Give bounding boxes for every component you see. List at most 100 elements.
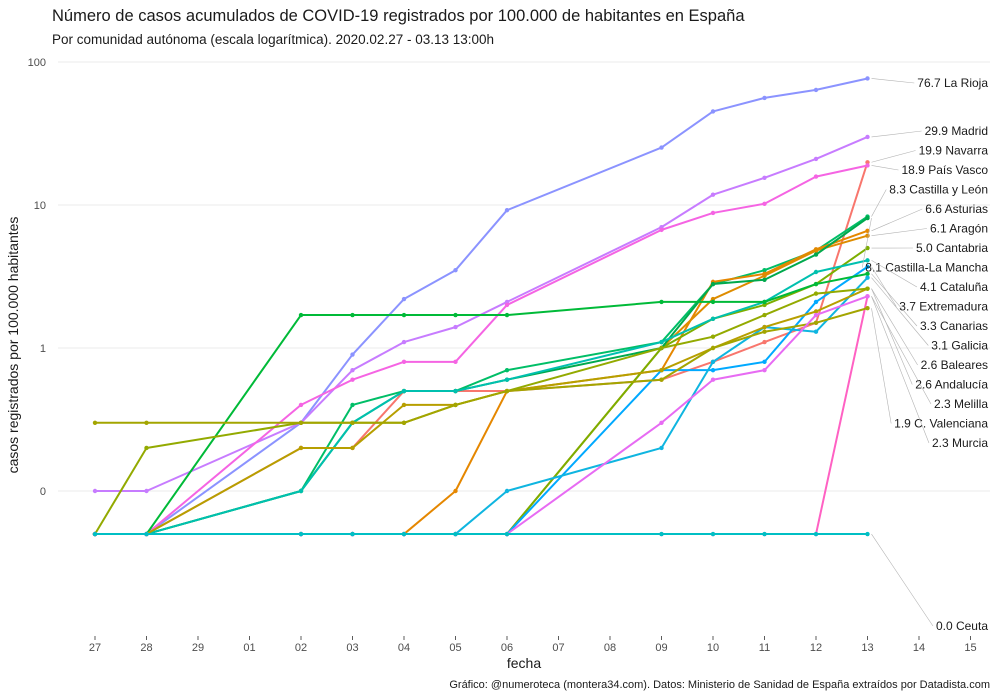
series-line bbox=[95, 164, 868, 536]
data-point bbox=[504, 531, 510, 537]
data-point bbox=[865, 305, 870, 311]
data-point bbox=[710, 316, 716, 322]
data-point bbox=[92, 531, 98, 537]
series-label: 2.6 Baleares bbox=[921, 358, 988, 372]
data-point bbox=[659, 227, 664, 233]
data-point bbox=[813, 329, 819, 334]
data-point bbox=[659, 299, 664, 305]
data-point bbox=[865, 286, 870, 291]
data-point bbox=[813, 252, 819, 257]
y-tick-label: 0 bbox=[40, 486, 46, 498]
data-point bbox=[762, 95, 767, 101]
data-point bbox=[659, 145, 664, 150]
data-point bbox=[710, 192, 716, 197]
x-tick-label: 08 bbox=[604, 642, 616, 654]
data-point bbox=[813, 269, 819, 275]
label-leader bbox=[871, 296, 932, 405]
data-point bbox=[762, 299, 767, 305]
data-point bbox=[762, 277, 767, 282]
data-point bbox=[350, 377, 355, 382]
data-point bbox=[453, 267, 458, 273]
series-label: 5.0 Cantabria bbox=[916, 241, 988, 255]
series-label: 29.9 Madrid bbox=[925, 124, 988, 138]
label-leader bbox=[871, 533, 934, 627]
data-point bbox=[453, 312, 458, 318]
data-point bbox=[813, 281, 819, 287]
data-point bbox=[813, 174, 819, 179]
data-point bbox=[865, 134, 870, 140]
series-label: 19.9 Navarra bbox=[919, 144, 989, 158]
label-leader bbox=[871, 273, 918, 327]
series-label: 2.3 Murcia bbox=[932, 436, 988, 450]
label-leader bbox=[871, 277, 929, 346]
data-point bbox=[762, 324, 767, 330]
label-leader bbox=[871, 266, 897, 307]
series-baleares bbox=[92, 286, 870, 537]
series-line bbox=[95, 307, 868, 424]
data-point bbox=[710, 367, 716, 373]
y-tick-label: 10 bbox=[34, 200, 46, 212]
label-leader bbox=[871, 288, 918, 366]
series-line bbox=[95, 215, 869, 536]
data-point bbox=[865, 264, 870, 269]
data-point bbox=[298, 488, 304, 494]
data-point bbox=[453, 324, 458, 330]
data-point bbox=[350, 445, 355, 451]
series-lines bbox=[92, 76, 870, 537]
data-point bbox=[144, 488, 149, 494]
data-point bbox=[710, 281, 716, 287]
data-point bbox=[813, 156, 819, 162]
x-tick-label: 13 bbox=[861, 642, 873, 654]
series-label: 3.7 Extremadura bbox=[899, 300, 988, 314]
data-point bbox=[710, 377, 716, 382]
series-label: 1.9 C. Valenciana bbox=[894, 417, 988, 431]
data-point bbox=[813, 320, 819, 326]
data-point bbox=[401, 420, 407, 425]
data-point bbox=[401, 296, 407, 302]
data-point bbox=[813, 531, 819, 537]
data-point bbox=[762, 175, 767, 180]
data-point bbox=[865, 258, 870, 263]
label-leader bbox=[871, 296, 930, 444]
data-point bbox=[659, 445, 664, 451]
data-point bbox=[865, 294, 870, 299]
data-point bbox=[710, 345, 716, 351]
data-point bbox=[350, 352, 355, 357]
data-point bbox=[659, 345, 664, 351]
data-point bbox=[710, 299, 716, 305]
data-point bbox=[762, 302, 767, 308]
x-tick-label: 02 bbox=[295, 642, 307, 654]
chart-caption: Gráfico: @numeroteca (montera34.com). Da… bbox=[449, 679, 990, 691]
series-line bbox=[95, 259, 868, 536]
x-tick-label: 03 bbox=[346, 642, 358, 654]
x-tick-label: 10 bbox=[707, 642, 719, 654]
series-label: 8.1 Castilla-La Mancha bbox=[865, 261, 988, 275]
label-leader bbox=[871, 288, 913, 385]
data-point bbox=[710, 334, 716, 339]
data-point bbox=[865, 163, 870, 168]
x-tick-label: 27 bbox=[89, 642, 101, 654]
gridlines bbox=[58, 61, 990, 492]
series-label: 76.7 La Rioja bbox=[917, 76, 988, 90]
data-point bbox=[762, 201, 767, 206]
data-point bbox=[865, 531, 870, 537]
data-point bbox=[865, 76, 870, 81]
data-point bbox=[92, 420, 98, 425]
x-axis-title: fecha bbox=[507, 655, 541, 671]
data-point bbox=[453, 402, 458, 408]
series-label: 3.3 Canarias bbox=[920, 319, 988, 333]
data-point bbox=[865, 233, 870, 238]
series-label: 8.3 Castilla y León bbox=[889, 183, 988, 197]
data-point bbox=[298, 445, 304, 451]
data-point bbox=[298, 312, 304, 318]
data-point bbox=[144, 420, 149, 425]
x-tick-label: 06 bbox=[501, 642, 513, 654]
data-point bbox=[659, 420, 664, 425]
label-leader bbox=[871, 208, 923, 232]
data-point bbox=[710, 531, 716, 537]
data-point bbox=[865, 275, 870, 280]
series-label: 6.1 Aragón bbox=[930, 222, 988, 236]
data-point bbox=[710, 109, 716, 114]
data-point bbox=[350, 420, 355, 425]
data-point bbox=[813, 309, 819, 314]
